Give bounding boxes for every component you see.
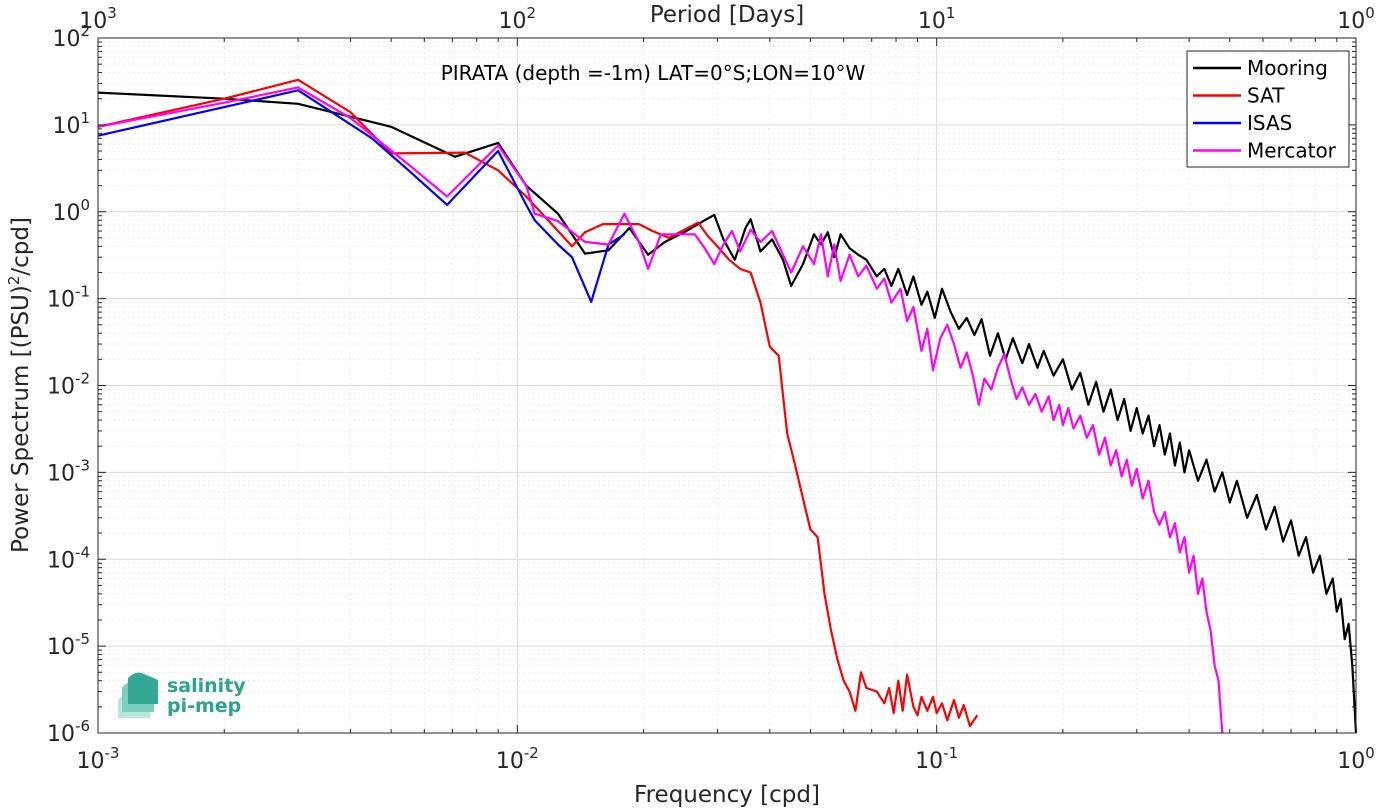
y-tick-label-exponent: 0 <box>80 196 90 214</box>
y-tick-label: 100 <box>52 196 90 226</box>
y-tick-label-exponent: -4 <box>75 543 90 561</box>
y-tick-label-base: 10 <box>47 288 75 313</box>
y-tick-label-base: 10 <box>47 635 75 660</box>
top-tick-label: 101 <box>918 4 956 34</box>
x-tick-label: 10-2 <box>496 744 539 774</box>
x-tick-label-base: 10 <box>1337 749 1365 774</box>
series-line-sat <box>97 78 979 728</box>
chart-annotation: PIRATA (depth =-1m) LAT=0°S;LON=10°W <box>441 61 866 85</box>
y-tick-label: 102 <box>52 22 90 52</box>
y-tick-label: 10-5 <box>47 630 90 660</box>
y-tick-label-exponent: 1 <box>80 109 90 127</box>
y-tick-label-base: 10 <box>52 27 80 52</box>
y-tick-label: 10-1 <box>47 283 90 313</box>
x-tick-label-exponent: 0 <box>1365 744 1375 762</box>
y-axis-label-sup: 2 <box>5 276 23 286</box>
x-tick-label-base: 10 <box>915 749 943 774</box>
salinity-pi-mep-logo: salinity pi-mep <box>118 672 246 718</box>
y-tick-label-base: 10 <box>47 461 75 486</box>
top-tick-label-exponent: 3 <box>107 4 117 22</box>
y-tick-label-exponent: -5 <box>75 630 90 648</box>
x-tick-label: 10-3 <box>77 744 120 774</box>
series-line-mooring <box>97 91 1358 734</box>
legend-label-isas: ISAS <box>1247 111 1292 135</box>
y-tick-label-exponent: -2 <box>75 370 90 388</box>
y-tick-label-base: 10 <box>47 375 75 400</box>
y-tick-label-exponent: -3 <box>75 456 90 474</box>
legend-label-sat: SAT <box>1247 84 1285 108</box>
y-tick-label: 10-3 <box>47 456 90 486</box>
legend-box <box>1186 50 1350 168</box>
y-tick-label-base: 10 <box>52 201 80 226</box>
y-tick-label-base: 10 <box>47 722 75 747</box>
series-layer <box>97 78 1358 734</box>
top-tick-label-base: 10 <box>499 9 527 34</box>
y-tick-label: 10-4 <box>47 543 90 573</box>
series-line-mercator <box>97 86 1224 734</box>
x-tick-label: 10-1 <box>915 744 958 774</box>
top-axis-label: Period [Days] <box>650 2 804 28</box>
logo-wave-3 <box>128 672 158 704</box>
x-tick-label-base: 10 <box>77 749 105 774</box>
y-axis-label-main: Power Spectrum [(PSU) <box>8 285 34 553</box>
y-tick-label-base: 10 <box>47 548 75 573</box>
legend-label-mooring: Mooring <box>1247 56 1328 80</box>
x-tick-label: 100 <box>1337 744 1375 774</box>
legend: Mooring SAT ISAS Mercator <box>1186 50 1350 168</box>
y-tick-label-exponent: -1 <box>75 283 90 301</box>
x-tick-label-exponent: -2 <box>524 744 539 762</box>
top-tick-label: 103 <box>79 4 117 34</box>
series-line-isas <box>97 89 625 303</box>
y-tick-label-exponent: -6 <box>75 717 90 735</box>
legend-label-mercator: Mercator <box>1247 139 1337 163</box>
y-tick-label-exponent: 2 <box>80 22 90 40</box>
top-tick-label: 102 <box>499 4 537 34</box>
top-tick-label-base: 10 <box>79 9 107 34</box>
y-axis-label: Power Spectrum [(PSU)2/cpd] <box>5 217 34 553</box>
logo-text-pi-mep: pi-mep <box>167 695 241 717</box>
top-tick-label-base: 10 <box>1337 9 1365 34</box>
x-axis-label: Frequency [cpd] <box>634 782 820 808</box>
y-tick-label: 101 <box>52 109 90 139</box>
top-tick-label-base: 10 <box>918 9 946 34</box>
y-tick-label: 10-6 <box>47 717 90 747</box>
x-tick-label-base: 10 <box>496 749 524 774</box>
top-tick-label: 100 <box>1337 4 1375 34</box>
x-tick-label-exponent: -3 <box>105 744 120 762</box>
axis-ticks <box>97 38 1356 734</box>
top-tick-label-exponent: 2 <box>527 4 537 22</box>
top-tick-label-exponent: 0 <box>1365 4 1375 22</box>
x-tick-label-exponent: -1 <box>943 744 958 762</box>
y-tick-label: 10-2 <box>47 370 90 400</box>
y-axis-label-end: /cpd] <box>8 217 34 276</box>
top-tick-label-exponent: 1 <box>946 4 956 22</box>
logo-text-salinity: salinity <box>167 675 246 697</box>
y-tick-label-base: 10 <box>52 114 80 139</box>
